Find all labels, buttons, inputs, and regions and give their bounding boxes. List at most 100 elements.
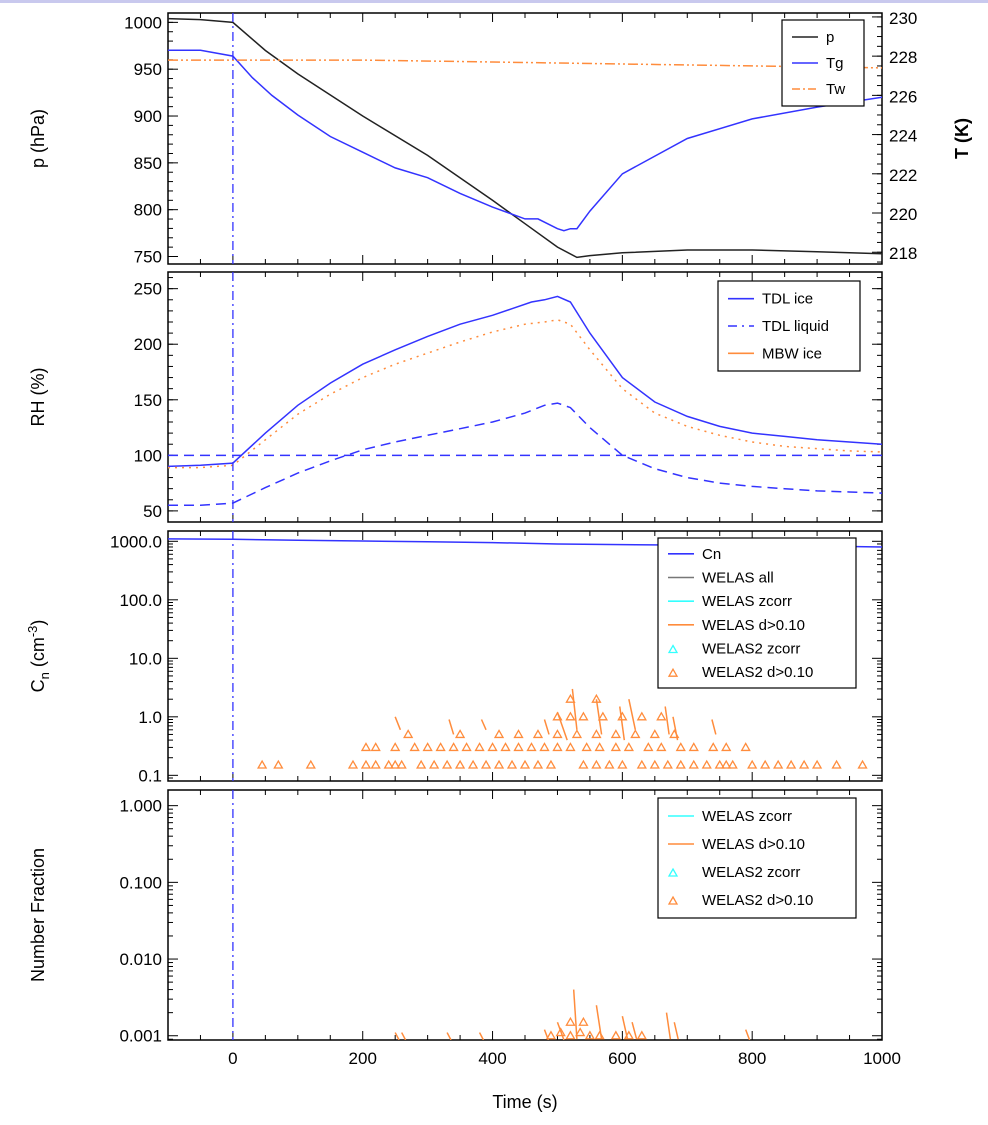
- y2-tick-label: 218: [889, 244, 917, 263]
- series-welas-d-0-10-segment: [619, 706, 626, 741]
- series-welas2-d-0-10-marker: [474, 742, 485, 752]
- series-welas-d-0-10-segment: [664, 706, 670, 735]
- series-welas2-d-0-10-marker: [454, 759, 466, 769]
- series-welas2-d-0-10-marker: [721, 742, 732, 752]
- y-tick-label: 1000.0: [110, 532, 162, 551]
- series-welas2-d-0-10-marker: [467, 759, 479, 769]
- legend-item-tdl-liquid-label: TDL liquid: [762, 318, 829, 335]
- series-welas2-d-0-10-marker: [493, 759, 505, 769]
- y-tick-label: 900: [134, 107, 162, 126]
- series-welas2-d-0-10-marker: [760, 759, 771, 769]
- legend-box: [657, 537, 857, 689]
- series-welas2-d-0-10-marker: [786, 759, 797, 769]
- series-welas2-d-0-10-marker: [636, 1030, 647, 1040]
- legend-item-welas-zcorr-label: WELAS zcorr: [702, 593, 792, 610]
- legend-item-tw-label: Tw: [826, 81, 845, 98]
- series-welas2-d-0-10-marker: [656, 742, 667, 752]
- y-tick-label: 750: [134, 248, 162, 267]
- series-welas2-d-0-10-marker: [773, 759, 784, 769]
- series-welas2-d-0-10-marker: [565, 1016, 576, 1026]
- series-welas-d-0-10-segment: [672, 716, 679, 741]
- series-welas2-d-0-10-marker: [721, 759, 732, 769]
- series-welas-d-0-10-segment: [631, 1022, 638, 1040]
- y-tick-label: 850: [134, 154, 162, 173]
- y-axis-label-unit-close: ): [28, 620, 48, 626]
- x-tick-label: 0: [228, 1049, 237, 1068]
- series-welas2-d-0-10-marker: [591, 759, 602, 769]
- legend-item-tg-label: Tg: [826, 55, 844, 72]
- series-welas-d-0-10-segment: [394, 1032, 400, 1040]
- y-tick-label: 1000: [124, 13, 162, 32]
- series-welas2-d-0-10-marker: [448, 742, 459, 752]
- series-welas2-d-0-10-marker: [575, 1027, 586, 1037]
- legend-box: [717, 280, 861, 372]
- series-welas2-d-0-10-marker: [594, 742, 605, 752]
- series-welas2-d-0-10-marker: [688, 759, 699, 769]
- series-welas2-d-0-10-marker: [416, 759, 427, 769]
- series-welas-d-0-10-segment: [543, 719, 550, 735]
- y-axis-label: Number Fraction: [28, 848, 48, 982]
- legend-item-welas2-zcorr-marker: [667, 644, 679, 654]
- series-welas-d-0-10-segment: [572, 989, 578, 1040]
- legend-item-welas2-d-0-10-label: WELAS2 d>0.10: [702, 664, 813, 681]
- series-welas2-d-0-10-marker: [360, 742, 372, 752]
- y-tick-label: 100: [134, 446, 162, 465]
- y-tick-label: 10.0: [129, 649, 162, 668]
- series-welas-d-0-10-segment: [556, 1021, 565, 1040]
- series-welas2-d-0-10-marker: [643, 742, 654, 752]
- series-welas2-d-0-10-marker: [565, 742, 576, 752]
- series-welas2-d-0-10-marker: [539, 742, 550, 752]
- series-welas-d-0-10-segment: [448, 719, 455, 735]
- series-welas2-d-0-10-marker: [383, 759, 394, 769]
- series-welas2-d-0-10-marker: [435, 742, 446, 752]
- y-tick-label: 950: [134, 60, 162, 79]
- series-welas-d-0-10-segment: [744, 1029, 751, 1040]
- y-axis-label-unit: (cm: [28, 637, 48, 672]
- series-welas2-d-0-10-marker: [403, 729, 414, 739]
- series-welas2-d-0-10-marker: [610, 1030, 621, 1040]
- series-welas-d-0-10-segment: [401, 1032, 407, 1040]
- series-welas2-d-0-10-marker: [487, 742, 498, 752]
- series-welas2-d-0-10-marker: [454, 729, 466, 739]
- legend-item-welas2-d-0-10-marker: [667, 895, 679, 905]
- legend: WELAS zcorr WELAS d>0.10 WELAS2 zcorr WELAS…: [657, 797, 857, 919]
- series-tw-line: [168, 59, 882, 69]
- series-tdl-ice-line: [168, 295, 882, 468]
- series-welas2-d-0-10-marker: [441, 759, 453, 769]
- series-welas2-d-0-10-marker: [811, 759, 823, 769]
- y-axis-label: Cn (cm-3): [25, 620, 52, 693]
- series-welas2-d-0-10-marker: [429, 759, 440, 769]
- series-welas2-d-0-10-marker: [390, 759, 401, 769]
- series-welas2-d-0-10-marker: [610, 742, 621, 752]
- series-welas2-d-0-10-marker: [578, 1016, 589, 1026]
- series-welas2-d-0-10-marker: [545, 1030, 557, 1040]
- series-welas2-d-0-10-marker: [545, 759, 557, 769]
- x-tick-label: 600: [608, 1049, 636, 1068]
- y-axis-label-sub: n: [37, 672, 52, 679]
- series-welas-d-0-10-segment: [571, 688, 578, 730]
- series-welas2-d-0-10-marker: [552, 729, 563, 739]
- series-welas2-d-0-10-marker: [552, 742, 563, 752]
- y-tick-label: 1.000: [119, 797, 162, 816]
- y-tick-label: 250: [134, 280, 162, 299]
- legend-item-p-label: p: [826, 29, 834, 46]
- y-tick-label: 200: [134, 335, 162, 354]
- series-welas2-d-0-10-marker: [584, 1030, 596, 1040]
- series-welas2-d-0-10-marker: [461, 742, 472, 752]
- y-tick-label: 50: [143, 502, 162, 521]
- series-welas2-d-0-10-marker: [591, 693, 602, 703]
- y2-tick-label: 226: [889, 87, 917, 106]
- y-tick-label: 0.001: [119, 1027, 162, 1046]
- x-axis-label: Time (s): [492, 1092, 557, 1112]
- series-welas2-d-0-10-marker: [513, 742, 524, 752]
- series-welas2-d-0-10-marker: [675, 742, 686, 752]
- y2-tick-label: 222: [889, 166, 917, 185]
- series-welas2-d-0-10-marker: [656, 711, 667, 721]
- series-tg-line: [168, 49, 882, 232]
- legend-item-mbw-ice-label: MBW ice: [762, 345, 822, 362]
- series-welas2-d-0-10-marker: [798, 759, 810, 769]
- series-p-line: [168, 17, 882, 259]
- y-axis-label: p (hPa): [28, 109, 48, 168]
- x-tick-label: 1000: [863, 1049, 901, 1068]
- legend-item-welas-d-0-10-label: WELAS d>0.10: [702, 836, 805, 853]
